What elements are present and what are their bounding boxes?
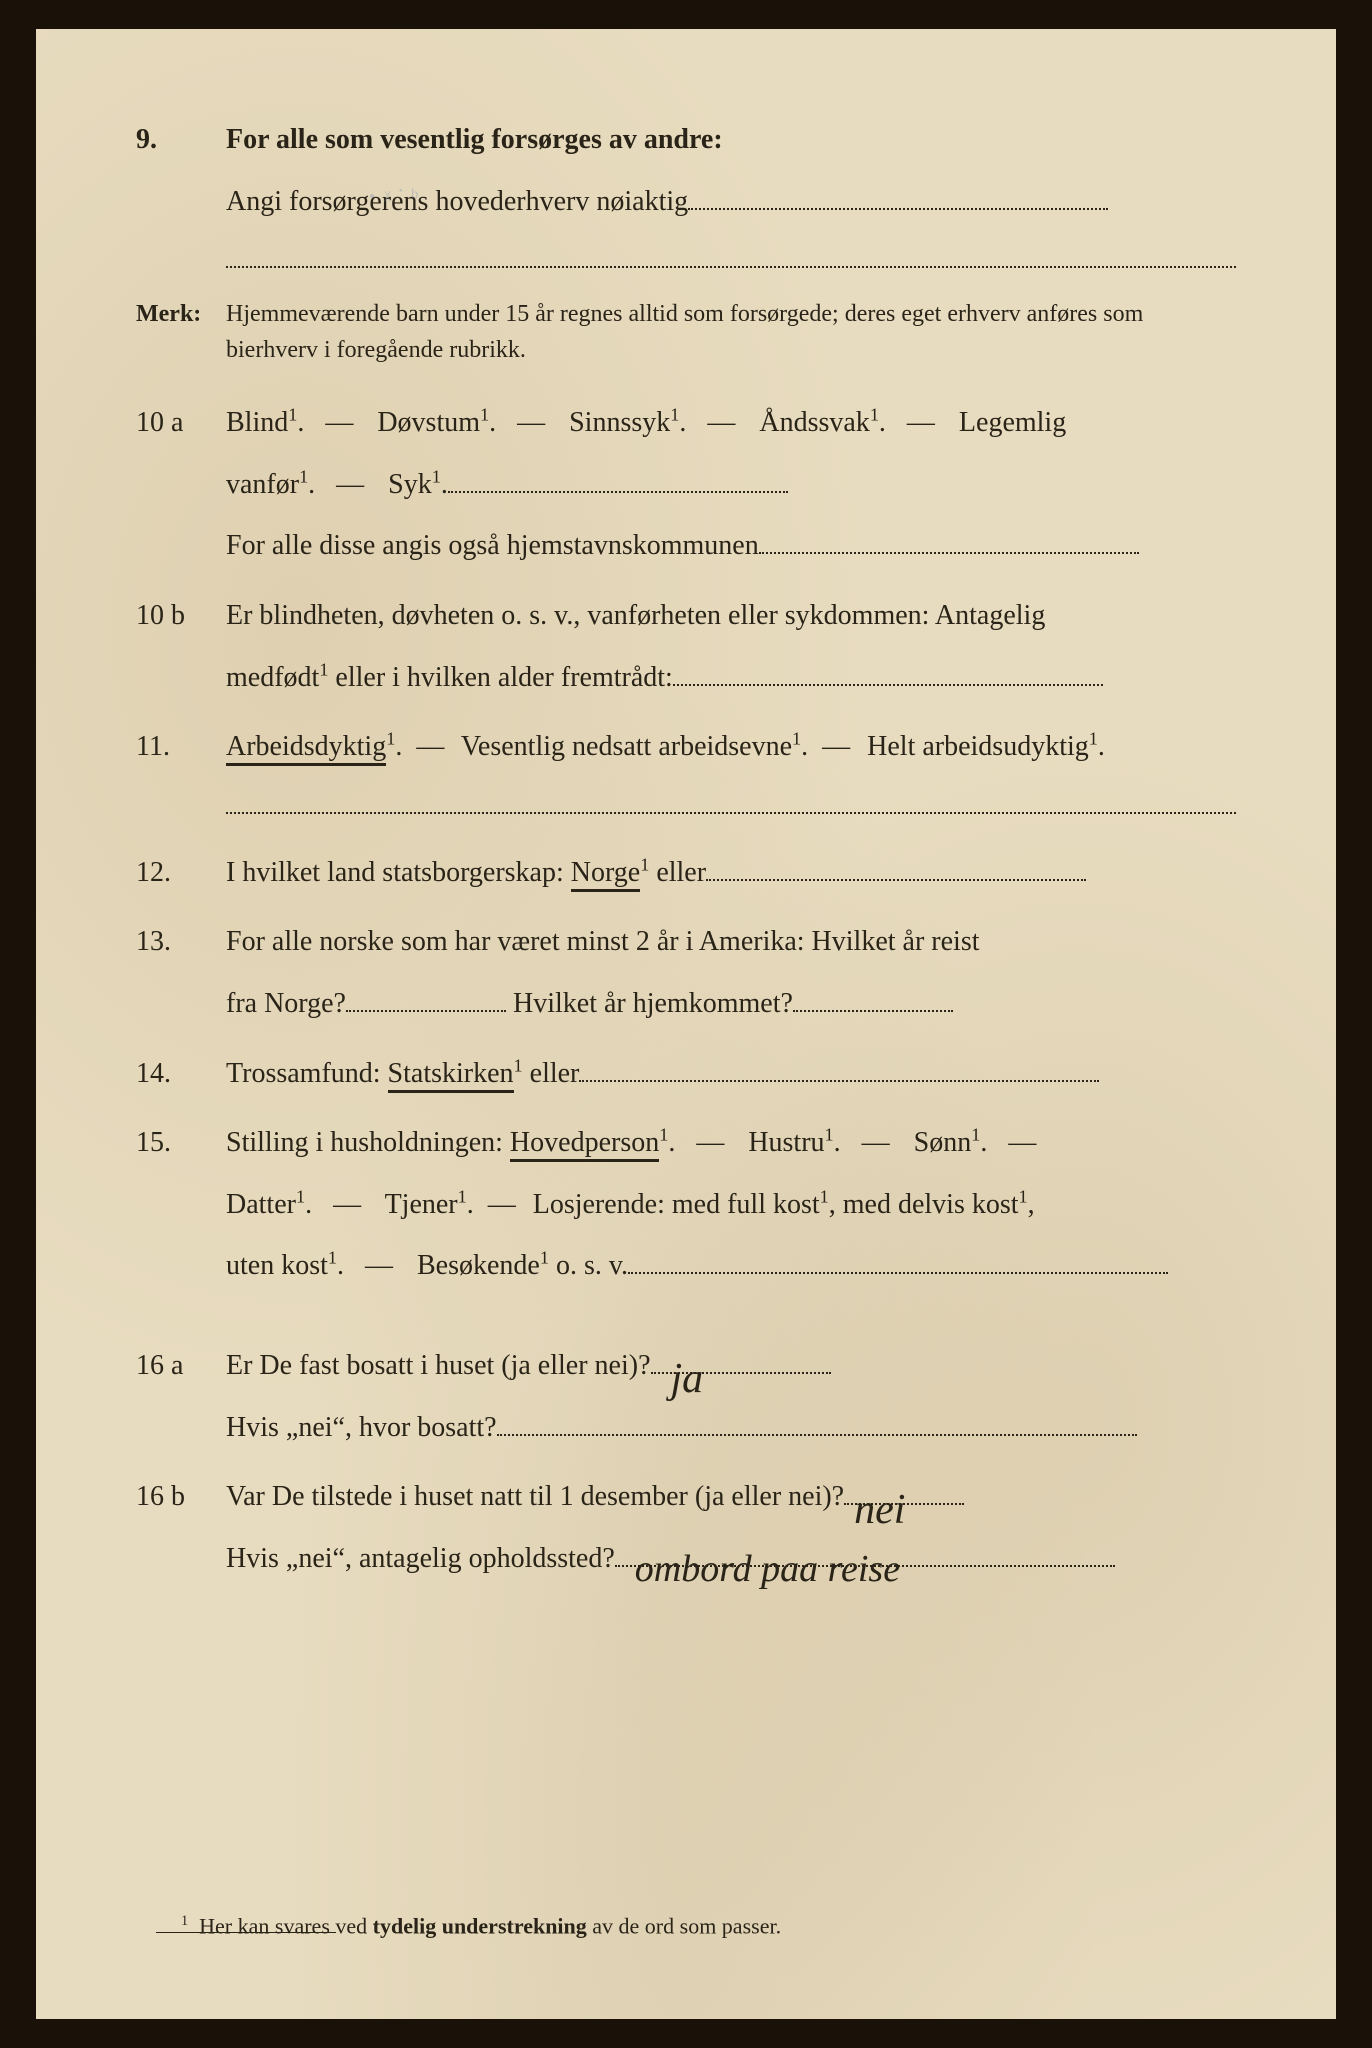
q13-number: 13. — [136, 911, 226, 1034]
q10b-line2-rest: eller i hvilken alder fremtrådt: — [328, 662, 672, 693]
question-12: 12. I hvilket land statsborgerskap: Norg… — [136, 842, 1236, 904]
q16b-q: Var De tilstede i huset natt til 1 desem… — [226, 1481, 844, 1512]
q14-text: Trossamfund: — [226, 1058, 388, 1089]
merk-label: Merk: — [136, 296, 226, 368]
q16b-answer-field[interactable]: nei — [844, 1474, 964, 1505]
q15-opt-hustru[interactable]: Hustru1. — [748, 1127, 840, 1158]
question-16b: 16 b Var De tilstede i huset natt til 1 … — [136, 1466, 1236, 1589]
q15-opt-tjener[interactable]: Tjener1. — [385, 1189, 474, 1220]
q10a-blank2[interactable] — [759, 524, 1139, 555]
q13-line2b: Hvilket år hjemkommet? — [506, 988, 793, 1019]
q14-blank[interactable] — [579, 1051, 1099, 1082]
q16a-line2: Hvis „nei“, hvor bosatt? — [226, 1412, 497, 1443]
q16b-answer2-field[interactable]: ombord paa reise — [615, 1536, 1115, 1567]
q10a-number: 10 a — [136, 392, 226, 577]
q15-opt-besokende[interactable]: Besøkende1 — [417, 1250, 549, 1281]
q9-blank[interactable] — [688, 179, 1108, 210]
q10a-body: Blind1. — Døvstum1. — Sinnssyk1. — Åndss… — [226, 392, 1236, 577]
q10a-opt-syk[interactable]: Syk1. — [388, 469, 448, 500]
q13-line1: For alle norske som har været minst 2 år… — [226, 926, 980, 957]
question-9: 9. For alle som vesentlig forsørges av a… — [136, 109, 1236, 232]
q10b-number: 10 b — [136, 585, 226, 708]
q10b-body: Er blindheten, døvheten o. s. v., vanfør… — [226, 585, 1236, 708]
q13-blank2[interactable] — [793, 981, 953, 1012]
q14-body: Trossamfund: Statskirken1 eller — [226, 1043, 1236, 1105]
q10a-opt-andssvak[interactable]: Åndssvak1. — [759, 407, 886, 438]
question-14: 14. Trossamfund: Statskirken1 eller — [136, 1043, 1236, 1105]
q16a-body: Er De fast bosatt i huset (ja eller nei)… — [226, 1335, 1236, 1458]
q15-opt-hovedperson[interactable]: Hovedperson — [510, 1127, 659, 1162]
q10a-line3: For alle disse angis også hjemstavnskomm… — [226, 530, 759, 561]
q15-rest: o. s. v. — [549, 1250, 628, 1281]
footnote-text-span: Her kan svares ved tydelig understreknin… — [199, 1913, 781, 1938]
question-11: 11. Arbeidsdyktig1. — Vesentlig nedsatt … — [136, 716, 1236, 778]
q12-opt-norge[interactable]: Norge — [571, 857, 640, 892]
q16a-number: 16 a — [136, 1335, 226, 1458]
q12-text: I hvilket land statsborgerskap: — [226, 857, 571, 888]
q12-rest: eller — [649, 857, 706, 888]
ink-stain: ･ ᵡ ˙ ᵇ — [366, 177, 418, 212]
q13-body: For alle norske som har været minst 2 år… — [226, 911, 1236, 1034]
q13-line2a: fra Norge? — [226, 988, 346, 1019]
q9-blank-line[interactable] — [226, 240, 1236, 268]
census-form-page: ･ ᵡ ˙ ᵇ 9. For alle som vesentlig forsør… — [36, 29, 1336, 2019]
q16b-answer2: ombord paa reise — [635, 1528, 900, 1612]
q16a-q: Er De fast bosatt i huset (ja eller nei)… — [226, 1350, 651, 1381]
q15-opt-utenkost[interactable]: uten kost1. — [226, 1250, 344, 1281]
q16b-number: 16 b — [136, 1466, 226, 1589]
q10a-opt-legemlig-prefix: Legemlig — [959, 407, 1066, 438]
q10b-blank[interactable] — [673, 655, 1103, 686]
q12-body: I hvilket land statsborgerskap: Norge1 e… — [226, 842, 1236, 904]
q10b-line1: Er blindheten, døvheten o. s. v., vanfør… — [226, 600, 1045, 631]
q16a-answer-field[interactable]: ja — [651, 1343, 831, 1374]
q10a-blank[interactable] — [448, 462, 788, 493]
q14-opt-statskirken[interactable]: Statskirken — [388, 1058, 514, 1093]
q15-blank[interactable] — [628, 1244, 1168, 1275]
footnote: 1 Her kan svares ved tydelig understrekn… — [181, 1905, 781, 1939]
question-16a: 16 a Er De fast bosatt i huset (ja eller… — [136, 1335, 1236, 1458]
q11-number: 11. — [136, 716, 226, 778]
q10b-opt-medfodt[interactable]: medfødt1 — [226, 662, 328, 693]
q12-blank[interactable] — [706, 850, 1086, 881]
q10a-opt-vanfor[interactable]: vanfør1. — [226, 469, 315, 500]
q9-number: 9. — [136, 109, 226, 232]
merk-text: Hjemmeværende barn under 15 år regnes al… — [226, 296, 1236, 368]
footnote-marker: 1 — [181, 1913, 188, 1929]
q10a-opt-sinnssyk[interactable]: Sinnssyk1. — [569, 407, 686, 438]
q11-blank-line[interactable] — [226, 786, 1236, 814]
q16a-blank2[interactable] — [497, 1405, 1137, 1436]
q15-text: Stilling i husholdningen: — [226, 1127, 510, 1158]
q15-losjerende: Losjerende: med full kost — [533, 1189, 820, 1220]
q10a-opt-blind[interactable]: Blind1. — [226, 407, 304, 438]
q11-opt-udyktig[interactable]: Helt arbeidsudyktig1. — [867, 731, 1105, 762]
q15-delvis: , med delvis kost — [829, 1189, 1019, 1220]
q11-opt-arbeidsdyktig[interactable]: Arbeidsdyktig — [226, 731, 386, 766]
q13-blank1[interactable] — [346, 981, 506, 1012]
note-merk: Merk: Hjemmeværende barn under 15 år reg… — [136, 296, 1236, 368]
q15-opt-sonn[interactable]: Sønn1. — [914, 1127, 988, 1158]
q11-opt-nedsatt[interactable]: Vesentlig nedsatt arbeidsevne1. — [461, 731, 808, 762]
q14-rest: eller — [523, 1058, 580, 1089]
q9-body: For alle som vesentlig forsørges av andr… — [226, 109, 1236, 232]
q15-body: Stilling i husholdningen: Hovedperson1. … — [226, 1112, 1236, 1297]
question-10b: 10 b Er blindheten, døvheten o. s. v., v… — [136, 585, 1236, 708]
q9-line1: For alle som vesentlig forsørges av andr… — [226, 124, 723, 155]
q12-number: 12. — [136, 842, 226, 904]
q11-body: Arbeidsdyktig1. — Vesentlig nedsatt arbe… — [226, 716, 1236, 778]
q16b-line2: Hvis „nei“, antagelig opholdssted? — [226, 1543, 615, 1574]
question-15: 15. Stilling i husholdningen: Hovedperso… — [136, 1112, 1236, 1297]
q16b-body: Var De tilstede i huset natt til 1 desem… — [226, 1466, 1236, 1589]
q9-line2: Angi forsørgerens hovederhverv nøiaktig — [226, 186, 688, 217]
q16a-answer: ja — [671, 1333, 704, 1425]
q15-opt-datter[interactable]: Datter1. — [226, 1189, 312, 1220]
question-13: 13. For alle norske som har været minst … — [136, 911, 1236, 1034]
q15-number: 15. — [136, 1112, 226, 1297]
q10a-opt-dovstum[interactable]: Døvstum1. — [377, 407, 496, 438]
question-10a: 10 a Blind1. — Døvstum1. — Sinnssyk1. — … — [136, 392, 1236, 577]
q14-number: 14. — [136, 1043, 226, 1105]
